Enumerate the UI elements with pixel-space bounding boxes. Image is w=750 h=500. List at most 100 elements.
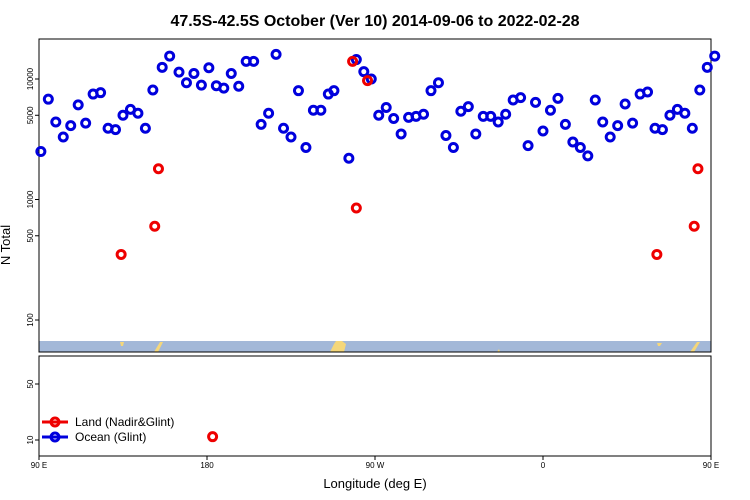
y-tick-label: 5000: [26, 106, 35, 124]
ocean-point: [485, 110, 497, 122]
ocean-point: [380, 102, 392, 114]
map-land-patch: [657, 343, 662, 346]
ocean-point: [709, 50, 721, 62]
ocean-point: [455, 105, 467, 117]
ocean-point: [358, 66, 370, 78]
ocean-point: [50, 116, 62, 128]
ocean-point: [432, 77, 444, 89]
land-point: [362, 75, 374, 87]
y-axis-upper: 100 500 1000 5000 10000: [26, 67, 39, 327]
ocean-point: [180, 77, 192, 89]
legend-land-marker: [49, 416, 61, 428]
ocean-point: [470, 128, 482, 140]
map-land-patch: [154, 342, 163, 352]
ocean-point: [604, 131, 616, 143]
land-point: [350, 202, 362, 214]
ocean-point: [447, 142, 459, 154]
lower-panel-series: [207, 431, 219, 443]
ocean-point: [589, 94, 601, 106]
ocean-point: [132, 107, 144, 119]
ocean-point: [263, 107, 275, 119]
ocean-point: [218, 82, 230, 94]
ocean-point: [612, 120, 624, 132]
lower-y-tick-label: 10: [26, 435, 35, 444]
ocean-point: [233, 80, 245, 92]
ocean-point: [440, 129, 452, 141]
lower-y-tick-label: 50: [26, 379, 35, 388]
ocean-point: [664, 109, 676, 121]
ocean-point: [315, 104, 327, 116]
map-land-patch: [690, 342, 700, 352]
ocean-point: [388, 113, 400, 125]
ocean-point: [255, 118, 267, 130]
ocean-point: [627, 117, 639, 129]
map-land-patch: [497, 349, 500, 352]
y-tick-label: 1000: [26, 190, 35, 208]
ocean-point: [65, 120, 77, 132]
ocean-point: [492, 116, 504, 128]
ocean-point: [343, 152, 355, 164]
legend-land-label: Land (Nadir&Glint): [75, 415, 174, 429]
ocean-point: [619, 98, 631, 110]
ocean-point: [395, 128, 407, 140]
ocean-point: [300, 142, 312, 154]
legend: Land (Nadir&Glint) Ocean (Glint): [42, 415, 174, 444]
ocean-point: [530, 96, 542, 108]
ocean-point: [203, 62, 215, 74]
legend-ocean-label: Ocean (Glint): [75, 430, 146, 444]
ocean-point: [42, 93, 54, 105]
ocean-point: [462, 101, 474, 113]
land-point: [347, 55, 359, 67]
ocean-point: [139, 122, 151, 134]
land-point: [115, 248, 127, 260]
ocean-point: [188, 68, 200, 80]
x-axis: 90 E 180 90 W 0 90 E: [31, 456, 719, 470]
ocean-point: [147, 84, 159, 96]
y-tick-label: 10000: [26, 67, 35, 90]
land-point: [688, 220, 700, 232]
ocean-point: [173, 66, 185, 78]
ocean-point: [694, 84, 706, 96]
ocean-point: [500, 108, 512, 120]
ocean-point: [57, 131, 69, 143]
ocean-point: [270, 48, 282, 60]
ocean-point: [373, 109, 385, 121]
ocean-point: [559, 118, 571, 130]
ocean-point: [537, 125, 549, 137]
land-point: [692, 163, 704, 175]
ocean-point: [72, 99, 84, 111]
ocean-point: [110, 124, 122, 136]
ocean-point: [278, 122, 290, 134]
x-tick-label: 90 E: [31, 461, 47, 470]
land-point: [651, 248, 663, 260]
ocean-point: [701, 61, 713, 73]
ocean-point: [156, 61, 168, 73]
map-ocean-band: [39, 341, 711, 352]
ocean-point: [328, 85, 340, 97]
ocean-point: [552, 92, 564, 104]
ocean-point: [225, 68, 237, 80]
land-series: [115, 55, 704, 260]
ocean-point: [544, 104, 556, 116]
ocean-point: [248, 55, 260, 67]
ocean-point: [425, 85, 437, 97]
land-point: [149, 220, 161, 232]
x-tick-label: 90 E: [703, 461, 719, 470]
map-land-patch: [120, 342, 124, 346]
ocean-point: [35, 146, 47, 158]
ocean-point: [679, 107, 691, 119]
ocean-point: [292, 85, 304, 97]
ocean-point: [656, 124, 668, 136]
y-tick-label: 500: [26, 229, 35, 243]
map-strip: [39, 341, 711, 352]
x-axis-title: Longitude (deg E): [323, 476, 426, 491]
ocean-point: [418, 108, 430, 120]
ocean-point: [164, 50, 176, 62]
legend-ocean-marker: [49, 431, 61, 443]
ocean-point: [582, 150, 594, 162]
lower-panel-point: [207, 431, 219, 443]
x-tick-label: 90 W: [366, 461, 385, 470]
ocean-point: [642, 86, 654, 98]
y-axis-lower: 10 50: [26, 379, 39, 444]
